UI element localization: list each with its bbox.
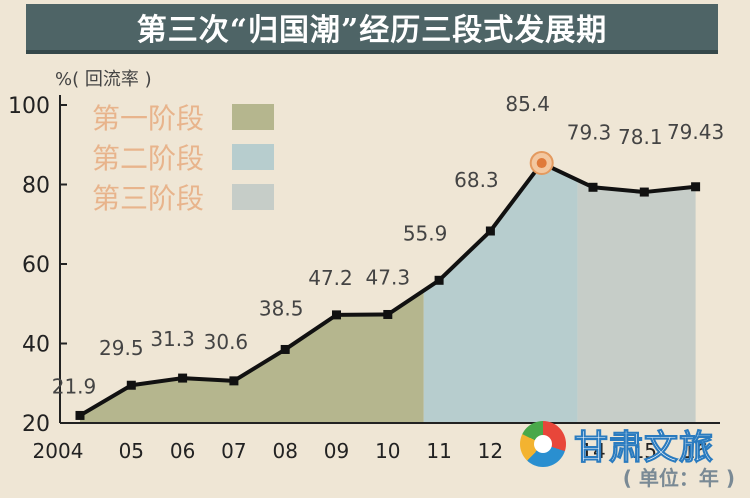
- watermark: 甘肃文旅: [520, 418, 735, 470]
- x-tick-label: 15: [632, 439, 657, 463]
- data-point: [332, 310, 341, 320]
- data-point: [229, 376, 239, 386]
- x-axis-label: ( 单位：年 ): [623, 466, 735, 490]
- data-point: [280, 344, 290, 354]
- stage-area-2: [423, 163, 578, 423]
- y-tick-label: 100: [8, 94, 50, 119]
- y-tick-label: 80: [22, 174, 50, 199]
- data-label: 68.3: [454, 168, 499, 192]
- data-label: 30.6: [204, 330, 249, 354]
- data-label: 79.3: [567, 120, 612, 144]
- y-axis-label: %( 回流率 ): [55, 69, 152, 90]
- x-tick-label: 07: [221, 439, 246, 463]
- data-label: 31.3: [150, 327, 195, 351]
- data-label: 29.5: [99, 336, 144, 360]
- data-point: [178, 373, 188, 383]
- x-tick-label: 11: [426, 439, 451, 463]
- series: [75, 151, 701, 420]
- data-point: [639, 187, 649, 197]
- legend-label-3: 第三阶段: [92, 182, 204, 215]
- data-label: 47.3: [366, 265, 411, 289]
- x-tick-label: 08: [272, 439, 297, 463]
- y-tick-label: 60: [22, 253, 50, 278]
- axes: 100 80 60 40 20 %( 回流率 ) 2004 05 06 07 08 09 10 11 12 1…: [8, 69, 735, 490]
- x-tick-label: 10: [375, 439, 400, 463]
- data-labels: 21.929.5 31.3 30.6 38.547.2 47.3 55.9 68.3 85.4…: [52, 92, 724, 398]
- data-label: 55.9: [403, 221, 448, 245]
- data-point: [126, 380, 136, 390]
- chart-title: 第三次“归国潮”经历三段式发展期: [136, 13, 608, 48]
- data-label: 78.1: [618, 125, 663, 149]
- data-label: 85.4: [505, 92, 550, 116]
- legend-swatch-1: [232, 104, 274, 130]
- legend-label-1: 第一阶段: [92, 102, 204, 135]
- data-point: [434, 275, 444, 285]
- data-label: 79.43: [667, 120, 724, 144]
- data-label: 47.2: [308, 266, 353, 290]
- stage-areas: [80, 163, 696, 423]
- legend-swatch-3: [232, 184, 274, 210]
- data-point: [691, 182, 701, 192]
- x-tick-label: 14: [580, 439, 605, 463]
- data-point: [588, 182, 598, 192]
- x-tick-label: 09: [324, 439, 349, 463]
- legend-label-2: 第二阶段: [92, 142, 204, 175]
- stage-area-3: [577, 180, 696, 423]
- data-point: [75, 410, 85, 420]
- x-tick-label: 06: [170, 439, 195, 463]
- x-tick-label: 12: [478, 439, 503, 463]
- watermark-text: 甘肃文旅: [574, 427, 714, 468]
- data-label: 21.9: [52, 374, 97, 398]
- data-point: [383, 309, 393, 319]
- y-tick-label: 40: [22, 333, 50, 358]
- data-point-highlight: [536, 158, 547, 169]
- stage-area-1: [80, 290, 424, 423]
- x-tick-label: 16: [683, 439, 708, 463]
- legend-swatch-2: [232, 144, 274, 170]
- y-tick-label: 20: [22, 412, 50, 437]
- x-tick-label: 2004: [33, 439, 84, 463]
- watermark-logo-icon: [520, 421, 566, 467]
- chart-title-bar: 第三次“归国潮”经历三段式发展期: [26, 4, 718, 54]
- data-label: 38.5: [259, 296, 304, 320]
- data-point: [485, 226, 495, 236]
- x-tick-label: 05: [119, 439, 144, 463]
